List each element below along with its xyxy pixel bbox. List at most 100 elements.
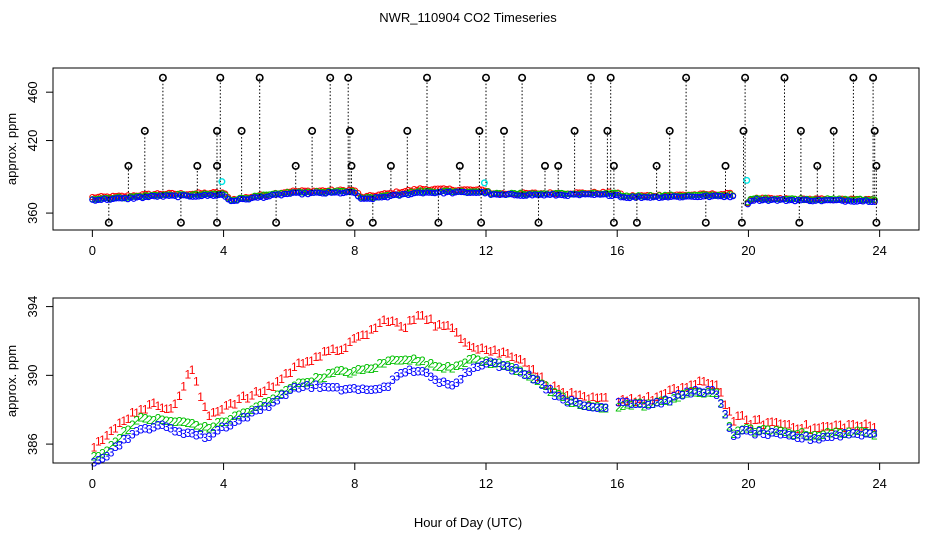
series-3-point (455, 188, 462, 195)
series-2-point (496, 189, 503, 197)
series-3-point (490, 191, 498, 198)
series-3-point (632, 194, 639, 201)
spike-point (609, 161, 618, 170)
series-2-label: 2 (189, 417, 196, 431)
spike-point (534, 218, 543, 227)
series-2-label: 2 (321, 371, 328, 385)
series-3-label: 3 (739, 423, 746, 437)
series-3-label: 3 (820, 431, 827, 445)
series-1-label: 1 (496, 347, 503, 361)
series-3-point (573, 191, 580, 198)
series-3-point (319, 190, 326, 197)
series-2-label: 2 (312, 370, 319, 384)
series-2-label: 2 (274, 388, 281, 402)
series-3-point (833, 196, 840, 204)
series-3-label: 3 (304, 378, 311, 392)
spike-point (345, 126, 354, 135)
series-3-label: 3 (116, 439, 123, 453)
spike-point (386, 161, 395, 170)
top-y-axis-label: approx. ppm (4, 113, 19, 185)
series-3-point (440, 190, 447, 197)
series-1-label: 1 (799, 422, 806, 436)
series-3-label: 3 (385, 380, 392, 394)
series-1-label: 1 (236, 392, 243, 406)
series-3-label: 3 (278, 388, 285, 402)
series-3-point (626, 194, 633, 202)
series-3-point (641, 193, 648, 201)
series-2-point (204, 190, 211, 198)
spike-point (272, 218, 281, 227)
series-1-label: 1 (176, 389, 183, 403)
series-3-point (859, 198, 867, 205)
series-3-point (325, 188, 332, 196)
series-2-label: 2 (167, 414, 174, 428)
series-2-label: 2 (777, 424, 784, 438)
series-3-label: 3 (206, 430, 213, 444)
series-3-point (216, 191, 223, 198)
series-2-label: 2 (521, 367, 528, 381)
series-3-label: 3 (440, 375, 447, 389)
series-2-label: 2 (722, 408, 729, 422)
series-2-label: 2 (632, 397, 639, 411)
series-3-point (762, 196, 769, 203)
series-3-label: 3 (368, 383, 375, 397)
series-1-label: 1 (108, 424, 115, 438)
series-3-label: 3 (261, 400, 268, 414)
series-1-label: 1 (385, 315, 392, 329)
spike-point (291, 161, 300, 170)
series-2-label: 2 (683, 386, 690, 400)
series-1-label: 1 (389, 314, 396, 328)
series-2-label: 2 (671, 391, 678, 405)
spike-point (368, 218, 377, 227)
series-3-label: 3 (786, 428, 793, 442)
series-3-point (703, 192, 710, 199)
series-2-label: 2 (675, 390, 682, 404)
spike-point (213, 161, 222, 170)
series-2-label: 2 (645, 397, 652, 411)
series-3-point (109, 195, 117, 203)
spike-point (795, 218, 804, 227)
series-3-point (346, 188, 353, 195)
series-3-label: 3 (718, 397, 725, 411)
series-2-label: 2 (654, 395, 661, 409)
series-1-label: 1 (291, 360, 298, 374)
series-3-label: 3 (445, 378, 452, 392)
x-tick-label: 8 (351, 476, 358, 491)
series-2-label: 2 (445, 360, 452, 374)
spike-point (104, 218, 113, 227)
series-3-point (461, 188, 468, 196)
series-2-label: 2 (833, 425, 840, 439)
top-data-marks (89, 73, 881, 227)
series-1-label: 1 (146, 398, 153, 412)
x-tick-label: 12 (479, 476, 493, 491)
series-1-label: 1 (534, 370, 541, 384)
series-1-label: 1 (504, 347, 511, 361)
series-2-label: 2 (841, 427, 848, 441)
series-3-label: 3 (95, 453, 102, 467)
series-1-label: 1 (598, 391, 605, 405)
series-3-point (647, 194, 654, 201)
spike-point (606, 73, 615, 82)
series-3-point (470, 189, 477, 196)
top-y-axis: 360 420 460 (25, 81, 53, 224)
series-3-label: 3 (504, 360, 511, 374)
spike-point (308, 126, 317, 135)
series-1-label: 1 (261, 384, 268, 398)
series-2-label: 2 (393, 354, 400, 368)
series-2-label: 2 (854, 424, 861, 438)
series-3-label: 3 (295, 382, 302, 396)
series-2-label: 2 (577, 398, 584, 412)
series-2-label: 2 (816, 429, 823, 443)
series-2-label: 2 (103, 444, 110, 458)
series-3-label: 3 (470, 361, 477, 375)
series-3-point (549, 190, 557, 198)
series-2-label: 2 (543, 379, 550, 393)
series-3-label: 3 (248, 405, 255, 419)
series-3-point (422, 189, 430, 196)
series-2-label: 2 (462, 356, 469, 370)
series-1-label: 1 (189, 363, 196, 377)
series-3-label: 3 (381, 380, 388, 394)
series-2-label: 2 (91, 449, 98, 463)
series-2-label: 2 (231, 409, 238, 423)
